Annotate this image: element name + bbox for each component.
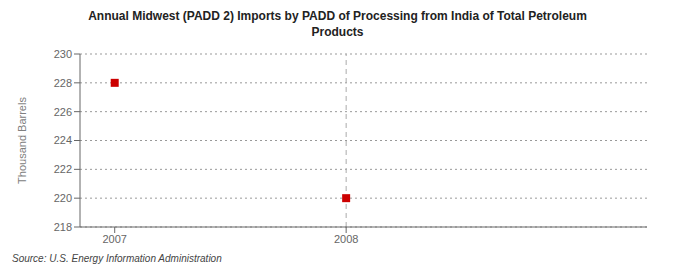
- html-text:Source: U.S. Energy Informatio: Source: U.S. Energy Information Administ…: [12, 253, 222, 264]
- svg-text:2007: 2007: [102, 233, 126, 245]
- svg-text:2008: 2008: [334, 233, 358, 245]
- svg-text:218: 218: [54, 221, 72, 233]
- svg-text:222: 222: [54, 163, 72, 175]
- svg-text:228: 228: [54, 77, 72, 89]
- svg-text:224: 224: [54, 134, 72, 146]
- html-text:Products: Products: [311, 25, 364, 39]
- svg-text:226: 226: [54, 106, 72, 118]
- svg-text:Thousand Barrels: Thousand Barrels: [16, 97, 28, 184]
- svg-text:230: 230: [54, 48, 72, 60]
- svg-text:220: 220: [54, 192, 72, 204]
- html-text:Annual Midwest (PADD 2) Import: Annual Midwest (PADD 2) Imports by PADD …: [88, 9, 587, 23]
